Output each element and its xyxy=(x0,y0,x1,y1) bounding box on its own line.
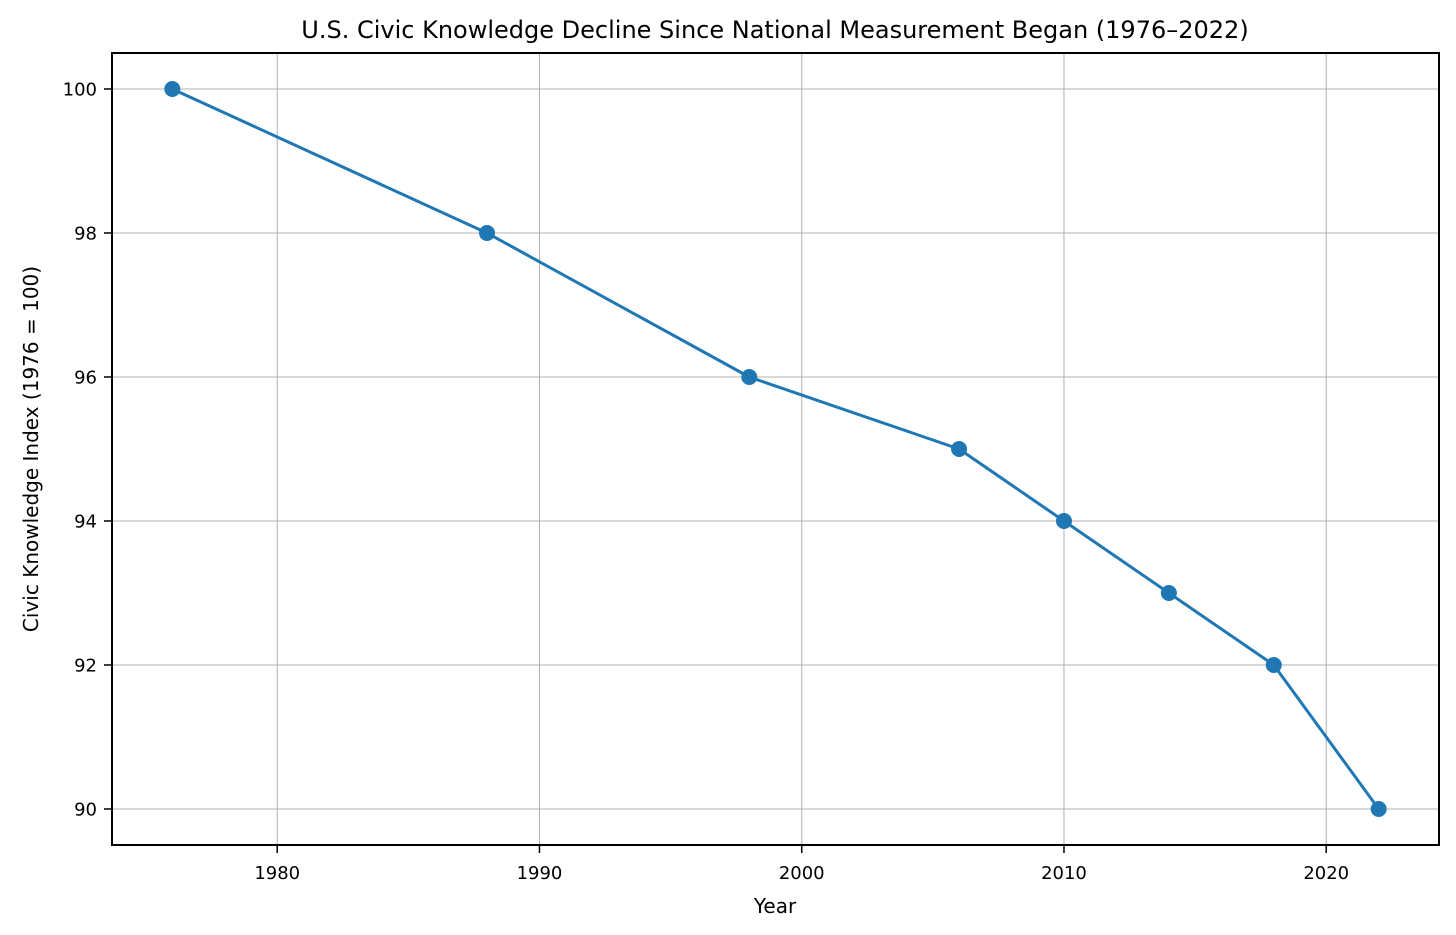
plot-border xyxy=(111,52,1440,846)
axis-ticks: 1980 1990 2000 2010 2020 90 92 94 96 98 100 xyxy=(63,80,1349,885)
gridlines xyxy=(112,53,1439,845)
y-tick-label: 98 xyxy=(74,224,97,245)
data-point-marker xyxy=(1370,801,1387,817)
y-tick-label: 94 xyxy=(74,512,97,533)
chart-title: U.S. Civic Knowledge Decline Since Natio… xyxy=(301,16,1248,44)
data-point-marker xyxy=(1265,657,1282,673)
x-tick-label: 1990 xyxy=(517,863,563,884)
x-tick-label: 2020 xyxy=(1303,863,1349,884)
data-point-marker xyxy=(741,369,758,385)
y-tick-label: 90 xyxy=(74,800,97,821)
data-point-marker xyxy=(164,81,181,97)
x-tick-label: 1980 xyxy=(254,863,300,884)
x-tick-label: 2000 xyxy=(779,863,825,884)
data-series xyxy=(164,81,1387,817)
y-tick-label: 92 xyxy=(74,656,97,677)
y-axis-label: Civic Knowledge Index (1976 = 100) xyxy=(19,266,43,632)
x-tick-label: 2010 xyxy=(1041,863,1087,884)
y-tick-label: 100 xyxy=(63,80,97,101)
data-point-marker xyxy=(951,441,968,457)
y-tick-label: 96 xyxy=(74,368,97,389)
data-point-marker xyxy=(479,225,496,241)
data-point-marker xyxy=(1055,513,1072,529)
series-line xyxy=(170,87,1381,811)
x-axis-label: Year xyxy=(753,894,797,918)
data-point-marker xyxy=(1160,585,1177,601)
